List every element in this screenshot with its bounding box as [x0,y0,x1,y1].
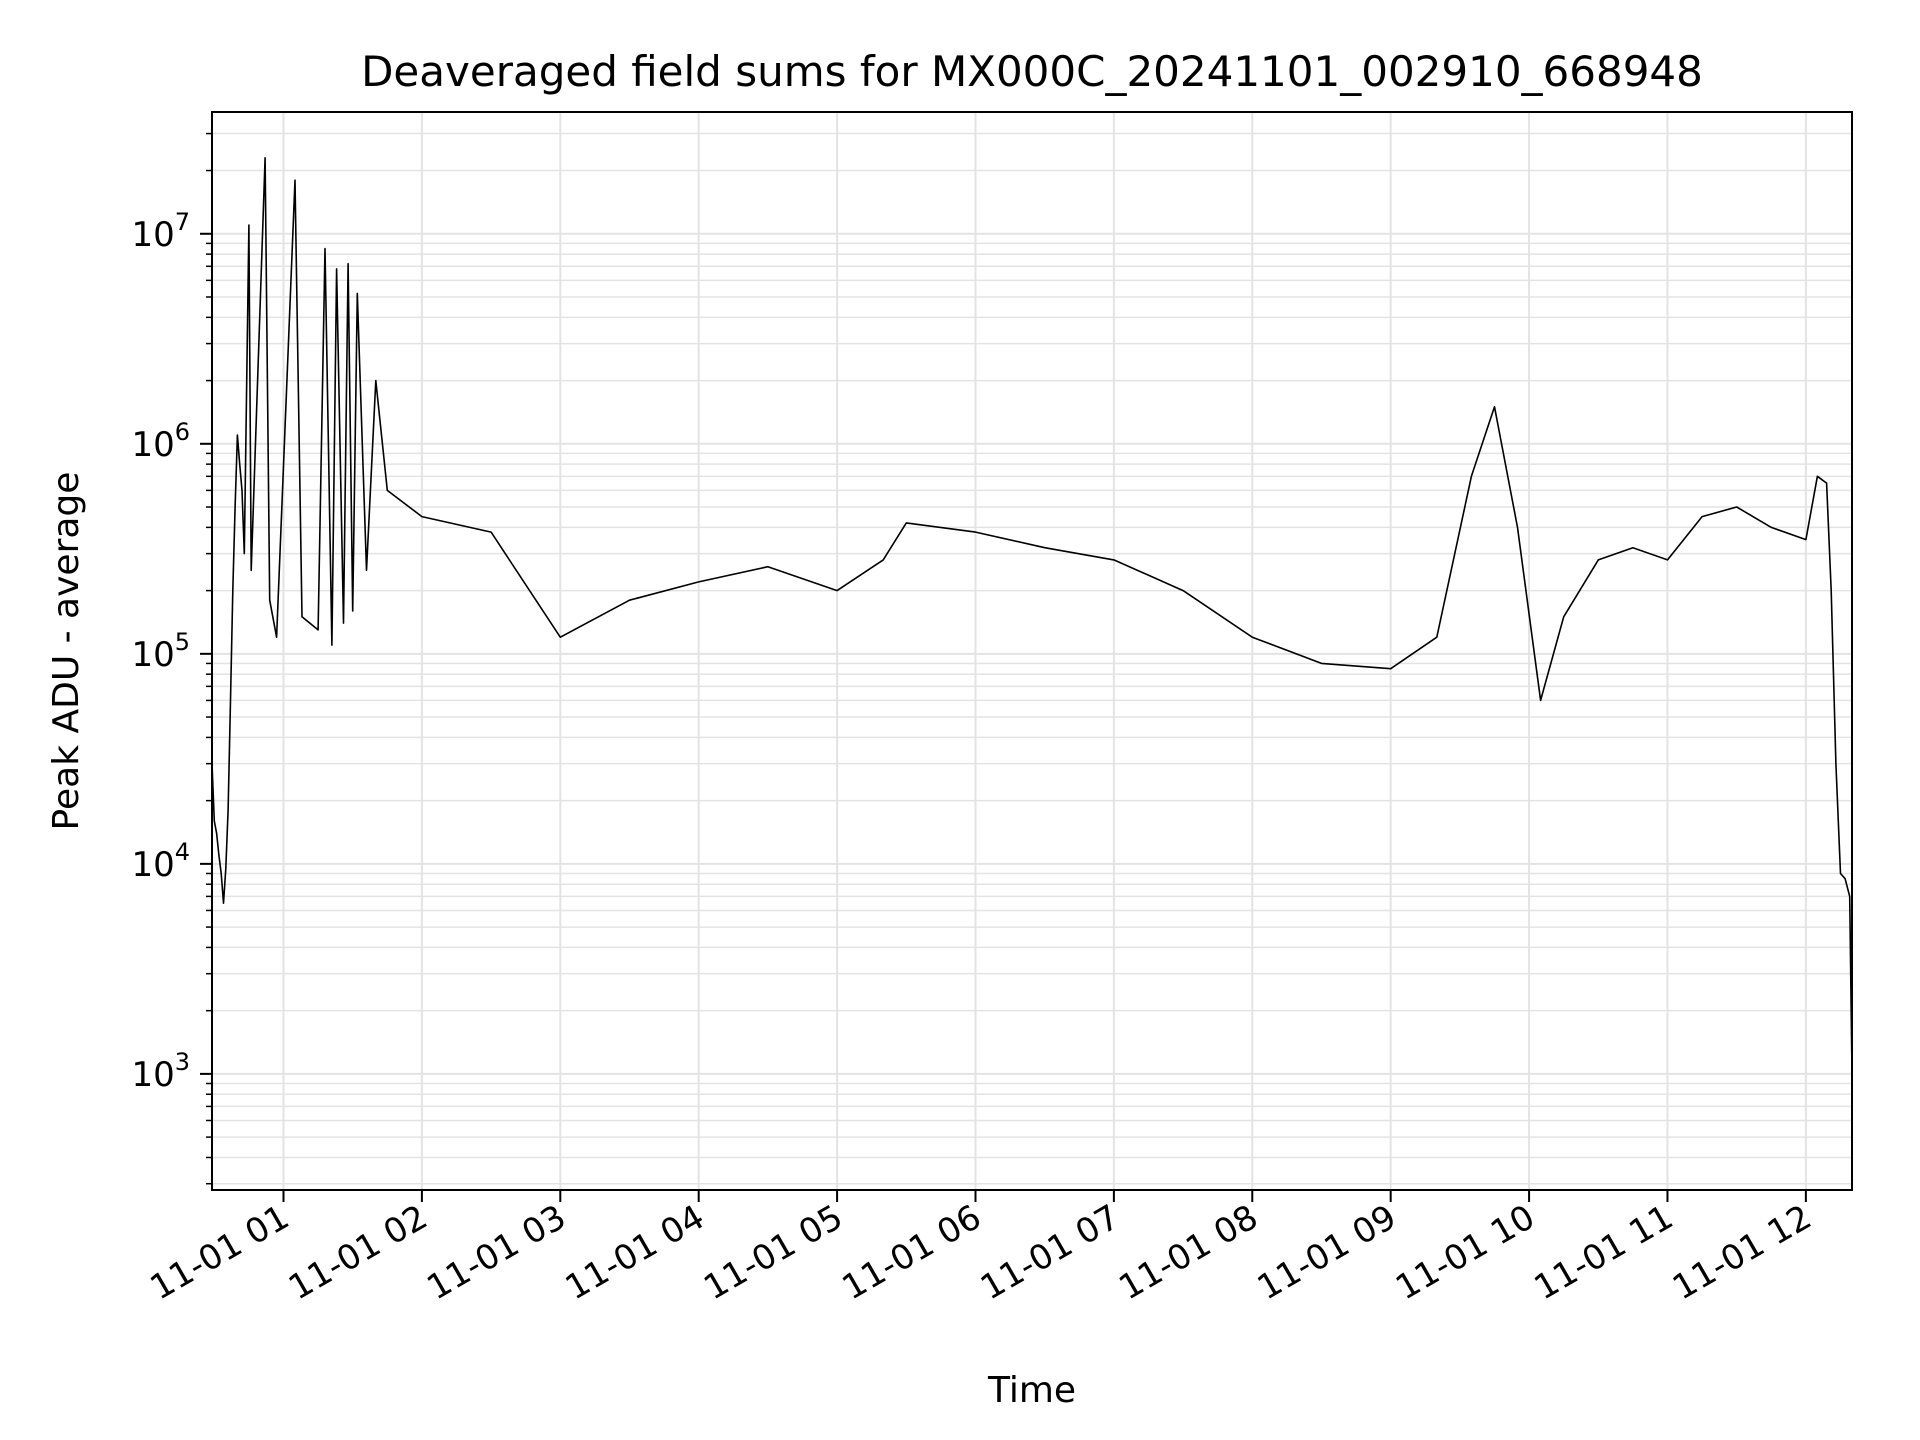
y-tick-base: 10 [131,845,174,885]
series-line [211,157,1853,1074]
y-tick-base: 10 [131,1055,174,1095]
axes-frame [211,111,1853,1191]
y-axis-label: Peak ADU - average [46,472,87,831]
y-tick-label: 106 [131,418,190,465]
y-tick-label: 107 [131,208,190,255]
y-tick-exponent: 6 [175,418,190,446]
y-tick-base: 10 [131,215,174,255]
y-tick-label: 103 [131,1048,190,1095]
y-tick-base: 10 [131,635,174,675]
grid-lines [212,112,1852,1190]
y-tick-label: 104 [131,838,190,885]
y-tick-exponent: 4 [175,838,190,866]
y-tick-base: 10 [131,425,174,465]
x-axis-label: Time [987,1370,1076,1411]
y-tick-exponent: 3 [175,1048,190,1076]
y-tick-label: 105 [131,628,190,675]
series-layer [211,157,1853,1074]
y-tick-exponent: 5 [175,628,190,656]
chart-title: Deaveraged field sums for MX000C_2024110… [361,47,1703,96]
y-tick-exponent: 7 [175,208,190,236]
